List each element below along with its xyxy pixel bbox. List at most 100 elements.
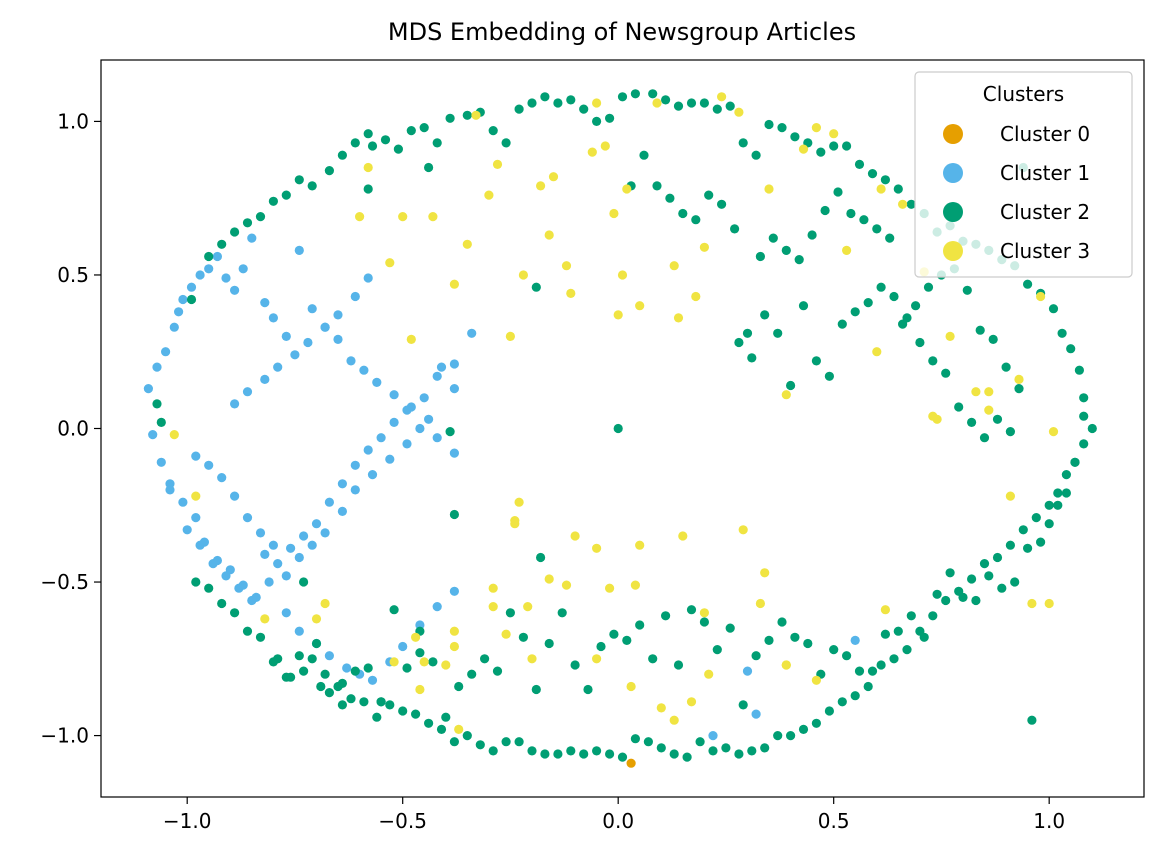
data-point xyxy=(514,497,524,507)
data-point xyxy=(742,666,753,676)
data-point xyxy=(462,239,472,249)
chart-title: MDS Embedding of Newsgroup Articles xyxy=(388,18,856,46)
data-point xyxy=(669,749,679,759)
data-point xyxy=(755,598,766,609)
data-point xyxy=(152,399,162,409)
series-cluster-0 xyxy=(626,758,636,768)
data-point xyxy=(294,626,304,636)
data-point xyxy=(798,144,809,154)
data-point xyxy=(928,356,938,366)
data-point xyxy=(609,629,619,639)
data-point xyxy=(626,758,636,768)
data-point xyxy=(880,605,891,615)
data-point xyxy=(686,697,697,707)
data-point xyxy=(454,681,464,692)
data-point xyxy=(954,402,964,412)
data-point xyxy=(363,129,373,139)
data-point xyxy=(704,190,714,200)
data-point xyxy=(984,405,994,415)
data-point xyxy=(449,384,459,394)
data-point xyxy=(652,181,662,191)
data-point xyxy=(195,540,205,550)
data-point xyxy=(212,251,222,262)
data-point xyxy=(592,543,602,553)
data-point xyxy=(281,190,291,200)
data-point xyxy=(678,531,688,541)
data-point xyxy=(824,371,835,381)
data-point xyxy=(230,227,240,237)
data-point xyxy=(885,233,895,243)
series-cluster-1 xyxy=(143,233,860,741)
data-point xyxy=(307,654,317,664)
series-cluster-3 xyxy=(169,92,1059,735)
data-point xyxy=(768,233,778,243)
data-point xyxy=(255,632,266,642)
data-point xyxy=(596,641,606,652)
data-point xyxy=(557,608,567,618)
data-point xyxy=(781,390,791,400)
legend-marker xyxy=(943,202,963,222)
data-point xyxy=(398,212,408,222)
data-point xyxy=(471,110,481,120)
data-point xyxy=(872,224,882,234)
legend-entry-label: Cluster 0 xyxy=(1000,122,1090,146)
data-point xyxy=(811,123,822,133)
data-point xyxy=(829,129,839,139)
data-point xyxy=(514,104,524,114)
data-point xyxy=(630,734,641,744)
data-point xyxy=(626,681,636,692)
data-point xyxy=(281,571,291,581)
data-point xyxy=(230,608,240,618)
data-point xyxy=(561,580,572,590)
data-point xyxy=(255,528,266,538)
data-point xyxy=(221,571,231,581)
legend: Clusters Cluster 0 Cluster 1 Cluster 2 Clust… xyxy=(914,71,1133,278)
data-point xyxy=(893,626,903,636)
data-point xyxy=(1070,457,1080,467)
legend-marker xyxy=(943,241,963,261)
data-point xyxy=(299,531,309,541)
data-point xyxy=(389,417,399,427)
data-point xyxy=(350,291,360,302)
data-point xyxy=(527,746,537,756)
data-point xyxy=(708,731,718,741)
data-point xyxy=(281,331,291,341)
data-point xyxy=(876,184,886,194)
data-point xyxy=(385,258,395,268)
data-point xyxy=(712,104,722,114)
x-tick-label: 0.5 xyxy=(818,809,850,833)
data-point xyxy=(273,654,283,664)
data-point xyxy=(372,377,382,387)
data-point xyxy=(204,264,214,274)
data-point xyxy=(204,251,214,262)
data-point xyxy=(656,743,666,753)
data-point xyxy=(1044,598,1054,609)
data-point xyxy=(350,485,360,495)
data-point xyxy=(945,331,955,341)
data-point xyxy=(992,552,1003,563)
data-point xyxy=(221,273,231,283)
data-point xyxy=(592,98,602,108)
data-point xyxy=(837,697,847,707)
data-point xyxy=(613,310,623,320)
data-point xyxy=(824,706,835,716)
data-point xyxy=(367,141,378,151)
data-point xyxy=(230,285,240,295)
data-point xyxy=(902,645,912,655)
data-point xyxy=(790,132,800,142)
data-point xyxy=(850,635,860,646)
data-point xyxy=(191,577,201,587)
data-point xyxy=(294,245,304,255)
data-point xyxy=(915,337,925,348)
data-point xyxy=(639,150,649,160)
data-point xyxy=(230,399,240,409)
data-point xyxy=(419,123,429,133)
data-point xyxy=(751,150,761,160)
data-point xyxy=(695,737,705,747)
data-point xyxy=(764,119,774,130)
data-point xyxy=(880,629,891,639)
data-point xyxy=(902,313,912,323)
data-point xyxy=(527,654,537,664)
data-point xyxy=(449,641,459,652)
data-point xyxy=(760,568,770,578)
